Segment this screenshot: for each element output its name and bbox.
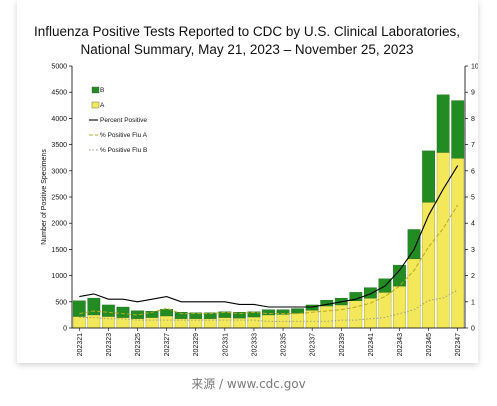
y2-tick-label: 1: [471, 299, 475, 306]
bar-b-202347: [451, 100, 465, 159]
bar-b-202323: [102, 304, 115, 317]
x-tick-label: 202325: [135, 333, 142, 356]
bar-b-202336: [291, 308, 304, 314]
y2-tick-label: 9: [471, 90, 475, 97]
bar-a-202347: [451, 158, 465, 329]
bar-b-202344: [407, 229, 421, 260]
y-tick-label: 4000: [51, 116, 67, 123]
legend-label-1: A: [100, 102, 105, 109]
chart-panel: Influenza Positive Tests Reported to CDC…: [17, 0, 478, 363]
y2-tick-label: 7: [471, 142, 475, 149]
bar-b-202324: [116, 306, 130, 318]
bar-a-202331: [218, 317, 232, 329]
legend-label-0: B: [100, 87, 104, 94]
bar-b-202321: [72, 300, 86, 317]
y2-tick-label: 0: [471, 326, 475, 333]
x-tick-label: 202333: [251, 333, 258, 356]
chart-subtitle: National Summary, May 21, 2023 – Novembe…: [81, 42, 414, 57]
bar-a-202322: [87, 314, 101, 329]
y-tick-label: 1000: [51, 273, 67, 280]
bar-a-202346: [436, 152, 450, 329]
bar-a-202340: [349, 300, 363, 329]
y2-tick-label: 6: [471, 168, 475, 175]
bar-a-202326: [145, 317, 159, 329]
x-tick-label: 202343: [397, 333, 404, 356]
bar-b-202335: [276, 309, 290, 315]
y-tick-label: 4500: [51, 90, 67, 97]
series-line-0: [79, 165, 459, 308]
y-tick-label: 1500: [51, 247, 67, 254]
bar-b-202345: [422, 150, 435, 203]
bar-a-202332: [233, 317, 246, 329]
bar-a-202343: [393, 285, 406, 329]
bar-b-202333: [247, 311, 261, 318]
y2-tick-label: 5: [471, 195, 475, 202]
x-tick-label: 202331: [222, 333, 229, 356]
bar-b-202326: [145, 311, 159, 318]
y-tick-label: 5000: [51, 64, 67, 71]
bar-a-202342: [378, 292, 392, 329]
bar-b-202334: [262, 309, 275, 316]
y2-tick-label: 4: [471, 221, 475, 228]
bar-a-202345: [422, 202, 435, 329]
bar-b-202331: [218, 311, 232, 318]
x-tick-label: 202339: [339, 333, 346, 356]
bar-b-202343: [393, 264, 406, 287]
source-caption: 来源 / www.cdc.gov: [191, 377, 306, 391]
bar-a-202339: [334, 304, 348, 329]
x-tick-label: 202341: [368, 333, 375, 356]
bar-b-202337: [305, 304, 319, 311]
y2-tick-label: 2: [471, 273, 475, 280]
bar-a-202327: [160, 315, 173, 329]
bar-b-202346: [436, 94, 450, 153]
x-tick-label: 202347: [455, 333, 462, 356]
y2-tick-label: 8: [471, 116, 475, 123]
legend-label-2: Percent Positive: [100, 117, 147, 124]
bar-b-202328: [174, 312, 188, 319]
y-tick-label: 2500: [51, 195, 67, 202]
series-line-2: [79, 289, 458, 322]
x-tick-label: 202337: [310, 333, 317, 356]
x-tick-label: 202321: [77, 333, 84, 356]
influenza-chart: Influenza Positive Tests Reported to CDC…: [34, 24, 478, 356]
y2-tick-label: 10: [471, 64, 478, 71]
bar-a-202321: [72, 316, 86, 329]
bar-b-202330: [203, 312, 217, 319]
bar-b-202332: [233, 312, 246, 319]
chart-title: Influenza Positive Tests Reported to CDC…: [34, 24, 460, 39]
bar-a-202336: [291, 313, 304, 329]
x-tick-label: 202335: [281, 333, 288, 356]
bar-b-202322: [87, 297, 101, 316]
y2-tick-label: 3: [471, 247, 475, 254]
y-tick-label: 0: [63, 326, 67, 333]
bar-b-202341: [364, 287, 377, 299]
bar-a-202333: [247, 316, 261, 329]
bar-b-202327: [160, 308, 173, 317]
y-tick-label: 3000: [51, 168, 67, 175]
legend-label-4: % Positive Flu B: [100, 147, 147, 154]
legend-label-3: % Positive Flu A: [100, 132, 148, 139]
bar-a-202338: [320, 305, 334, 329]
bar-b-202325: [131, 310, 144, 319]
series-line-1: [79, 204, 459, 316]
x-tick-label: 202327: [164, 333, 171, 356]
y-tick-label: 2000: [51, 221, 67, 228]
y-tick-label: 500: [55, 299, 67, 306]
x-tick-label: 202345: [426, 333, 433, 356]
bar-a-202344: [407, 258, 421, 329]
x-tick-label: 202329: [193, 333, 200, 356]
y-tick-label: 3500: [51, 142, 67, 149]
y-axis-label: Number of Positive Specimens: [41, 149, 48, 245]
legend-swatch-B: [91, 86, 100, 94]
bar-b-202329: [189, 312, 203, 319]
x-tick-label: 202323: [106, 333, 113, 356]
legend-swatch-A: [91, 101, 100, 109]
